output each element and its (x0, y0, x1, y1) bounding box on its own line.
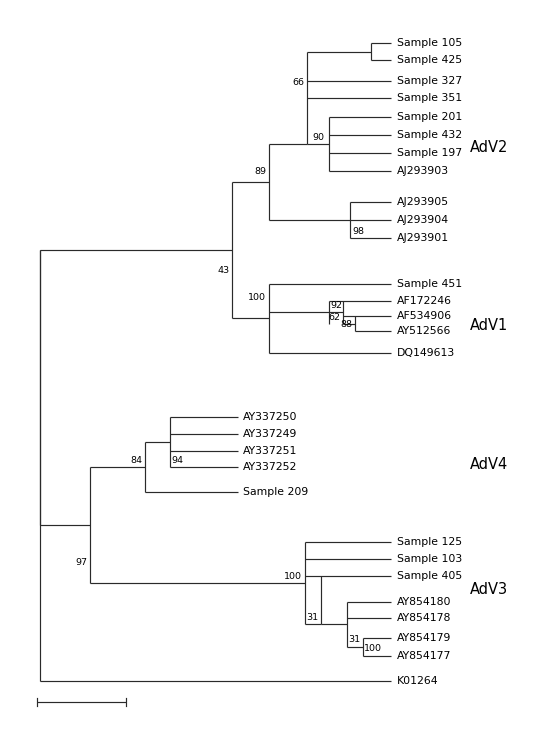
Text: AY854177: AY854177 (396, 650, 451, 661)
Text: Sample 351: Sample 351 (396, 94, 462, 103)
Text: AdV1: AdV1 (470, 318, 508, 333)
Text: 98: 98 (352, 227, 364, 236)
Text: AJ293903: AJ293903 (396, 166, 449, 176)
Text: AF534906: AF534906 (396, 311, 452, 321)
Text: AF172246: AF172246 (396, 295, 452, 306)
Text: Sample 105: Sample 105 (396, 39, 462, 48)
Text: AY512566: AY512566 (396, 327, 451, 336)
Text: 100: 100 (364, 644, 382, 653)
Text: AY337252: AY337252 (243, 462, 297, 472)
Text: 31: 31 (306, 613, 318, 622)
Text: Sample 327: Sample 327 (396, 76, 462, 86)
Text: K01264: K01264 (396, 676, 438, 685)
Text: AJ293905: AJ293905 (396, 197, 449, 207)
Text: AY854180: AY854180 (396, 597, 451, 607)
Text: 97: 97 (75, 558, 87, 567)
Text: Sample 405: Sample 405 (396, 571, 462, 580)
Text: Sample 451: Sample 451 (396, 279, 462, 289)
Text: 100: 100 (284, 572, 302, 581)
Text: 94: 94 (172, 456, 184, 465)
Text: AdV4: AdV4 (470, 458, 508, 472)
Text: Sample 432: Sample 432 (396, 130, 462, 140)
Text: AdV3: AdV3 (470, 583, 508, 597)
Text: Sample 425: Sample 425 (396, 55, 462, 65)
Text: Sample 201: Sample 201 (396, 112, 462, 122)
Text: 88: 88 (340, 320, 352, 329)
Text: Sample 125: Sample 125 (396, 537, 462, 547)
Text: AY854179: AY854179 (396, 632, 451, 643)
Text: 89: 89 (254, 167, 266, 176)
Text: AdV2: AdV2 (470, 140, 508, 155)
Text: 31: 31 (349, 635, 361, 644)
Text: 43: 43 (218, 266, 230, 275)
Text: AJ293904: AJ293904 (396, 215, 449, 225)
Text: 92: 92 (330, 301, 343, 310)
Text: AY337251: AY337251 (243, 446, 297, 455)
Text: 84: 84 (131, 456, 143, 465)
Text: Sample 197: Sample 197 (396, 148, 462, 158)
Text: 62: 62 (329, 312, 340, 321)
Text: AJ293901: AJ293901 (396, 233, 449, 243)
Text: 66: 66 (292, 78, 304, 87)
Text: AY337250: AY337250 (243, 412, 298, 422)
Text: DQ149613: DQ149613 (396, 347, 455, 358)
Text: 100: 100 (248, 293, 266, 302)
Text: Sample 209: Sample 209 (243, 487, 308, 497)
Text: AY854178: AY854178 (396, 613, 451, 623)
Text: 90: 90 (312, 132, 324, 141)
Text: AY337249: AY337249 (243, 429, 297, 439)
Text: Sample 103: Sample 103 (396, 554, 462, 564)
